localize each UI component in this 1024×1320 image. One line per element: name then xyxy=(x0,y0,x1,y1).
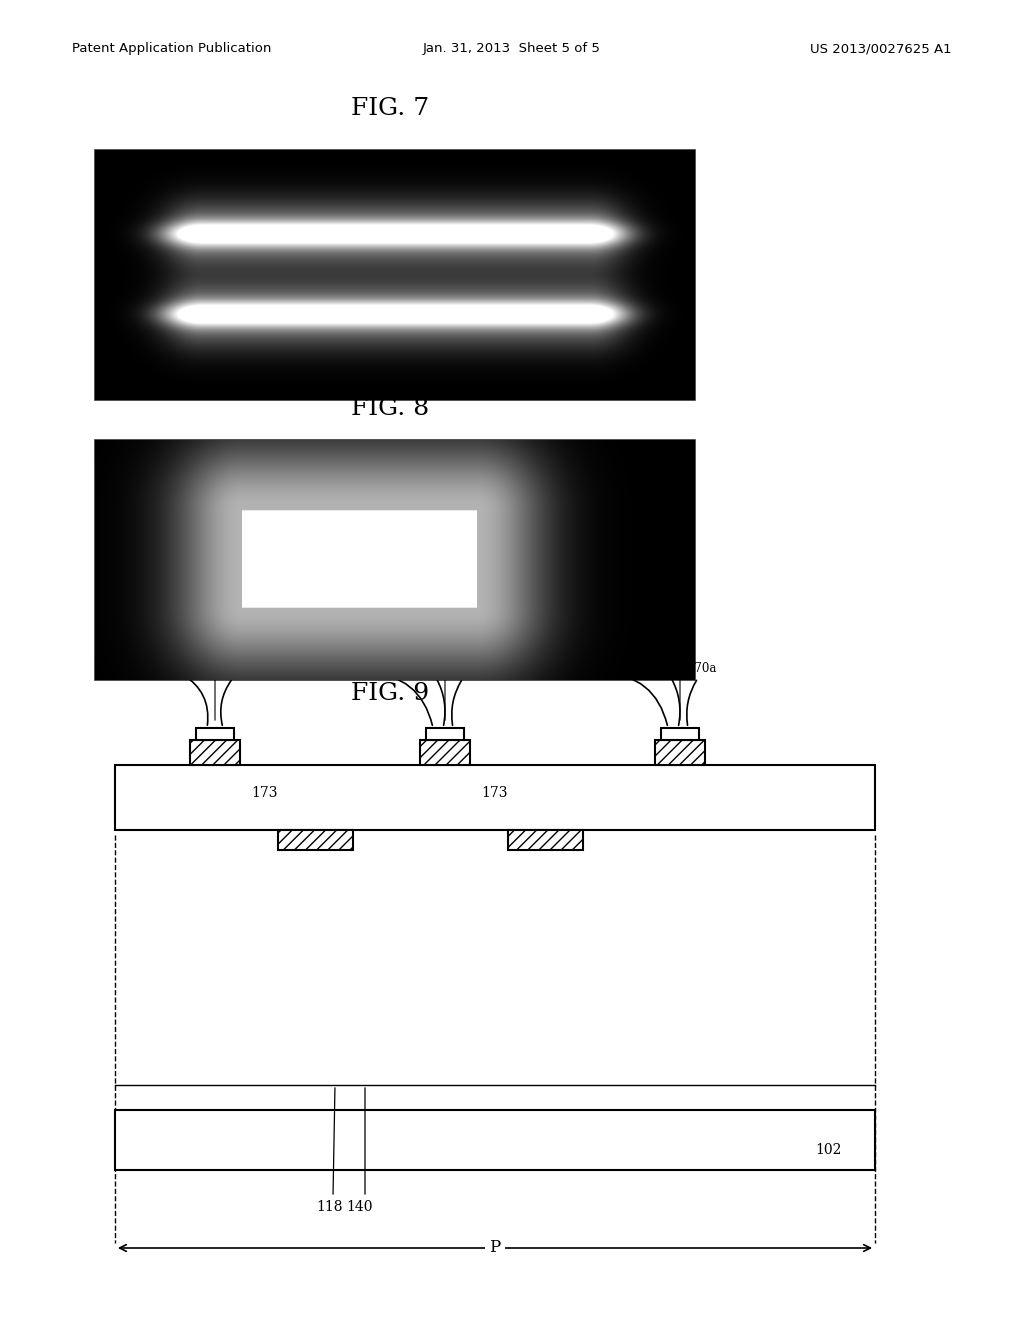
Text: P: P xyxy=(489,1239,501,1257)
Text: US 2013/0027625 A1: US 2013/0027625 A1 xyxy=(810,42,952,55)
Text: FIG. 7: FIG. 7 xyxy=(351,96,429,120)
Text: 102: 102 xyxy=(815,1143,842,1158)
Bar xyxy=(420,741,470,766)
Bar xyxy=(420,741,470,766)
Text: 118: 118 xyxy=(316,1200,343,1214)
Bar xyxy=(190,741,240,766)
Text: 170: 170 xyxy=(202,649,228,663)
Bar xyxy=(278,830,352,850)
Text: 170: 170 xyxy=(667,649,693,663)
Bar xyxy=(508,830,583,850)
Bar xyxy=(95,150,695,400)
Bar xyxy=(662,729,699,741)
Text: 170b: 170b xyxy=(653,663,683,675)
Text: 173a: 173a xyxy=(345,663,375,675)
Bar xyxy=(190,741,240,766)
Text: Jan. 31, 2013  Sheet 5 of 5: Jan. 31, 2013 Sheet 5 of 5 xyxy=(423,42,601,55)
Text: 170: 170 xyxy=(432,649,459,663)
Bar xyxy=(508,830,583,850)
Text: FIG. 8: FIG. 8 xyxy=(351,397,429,420)
Bar xyxy=(95,440,695,680)
Text: 170a: 170a xyxy=(453,663,481,675)
Bar xyxy=(115,766,874,830)
Text: Patent Application Publication: Patent Application Publication xyxy=(72,42,271,55)
Text: 173: 173 xyxy=(481,785,508,800)
Bar xyxy=(278,830,352,850)
Bar xyxy=(426,729,464,741)
Bar xyxy=(655,741,705,766)
Bar xyxy=(196,729,234,741)
Text: 140: 140 xyxy=(347,1200,374,1214)
Text: 170b: 170b xyxy=(418,663,449,675)
Text: 170a: 170a xyxy=(222,663,252,675)
Bar xyxy=(115,1110,874,1170)
Text: 173: 173 xyxy=(252,785,279,800)
Text: 173a: 173a xyxy=(581,663,609,675)
Text: 170a: 170a xyxy=(687,663,717,675)
Bar xyxy=(655,741,705,766)
Text: 170b: 170b xyxy=(160,663,190,675)
Text: FIG. 9: FIG. 9 xyxy=(351,682,429,705)
